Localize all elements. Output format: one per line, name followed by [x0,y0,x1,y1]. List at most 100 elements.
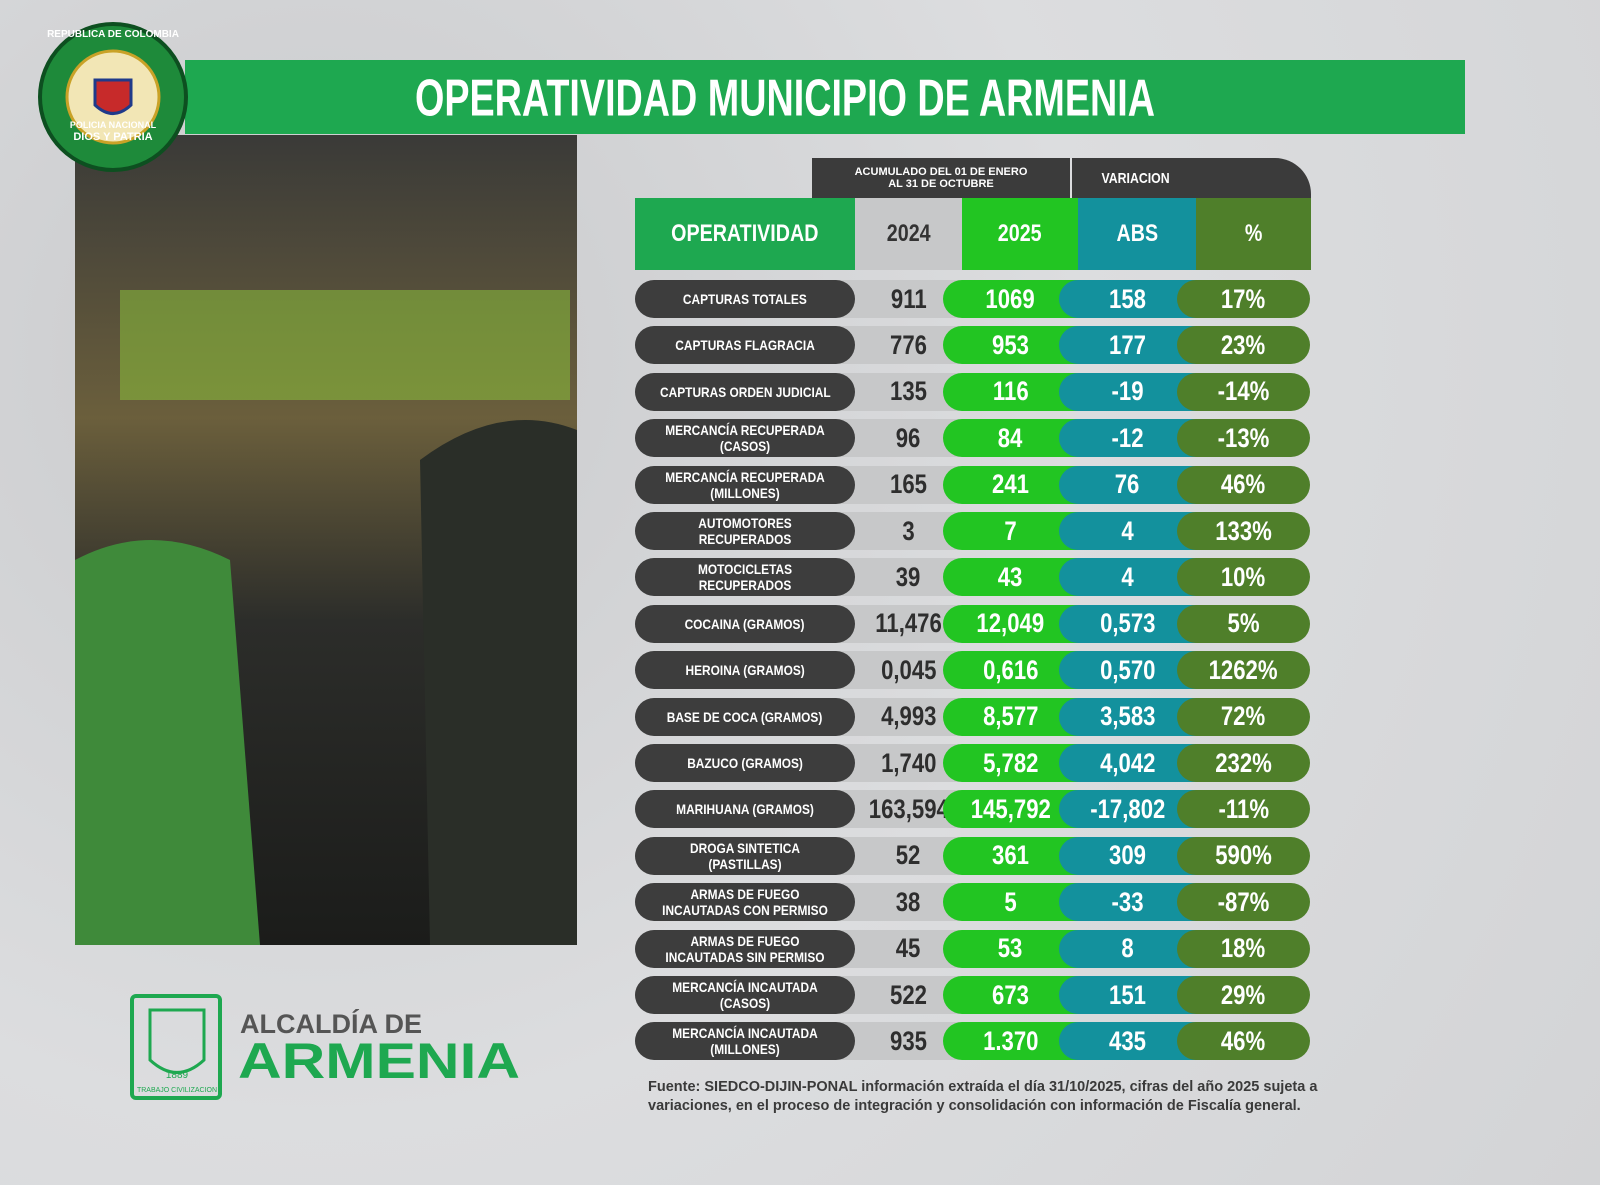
value-2025-text: 84 [998,422,1023,453]
value-abs: 151 [1059,976,1196,1014]
row-label: MARIHUANA (GRAMOS) [635,790,855,829]
period-header: ACUMULADO DEL 01 DE ENERO AL 31 DE OCTUB… [812,158,1070,198]
row-label-text: HEROINA (GRAMOS) [685,662,805,679]
value-2024-text: 45 [896,933,921,964]
value-2024: 776 [836,326,962,365]
value-abs-text: -33 [1111,886,1144,917]
value-2025: 1069 [943,280,1078,318]
table-row: MERCANCÍA INCAUTADA (MILLONES) 935 1.370 43… [635,1022,1311,1061]
value-2025-text: 43 [998,561,1023,592]
table-row: COCAINA (GRAMOS) 11,476 12,049 0,573 5% [635,604,1311,643]
alcaldia-emblem [130,994,222,1100]
row-label-text: COCAINA (GRAMOS) [685,615,805,632]
value-pct-text: -11% [1218,793,1269,824]
value-pct: 5% [1177,604,1310,643]
alcaldia-year: 1889 [166,1070,189,1081]
value-2024-text: 11,476 [875,608,942,639]
value-2024-text: 522 [890,979,927,1010]
value-2025: 361 [943,836,1078,875]
value-abs: -17,802 [1059,790,1196,829]
value-abs-text: 4 [1121,561,1134,592]
value-2025-text: 241 [992,469,1029,500]
value-2025: 8,577 [943,697,1078,736]
value-abs-text: 151 [1109,979,1146,1010]
variation-header-text: VARIACION [1101,169,1170,187]
table-row: CAPTURAS ORDEN JUDICIAL 135 116 -19 -14% [635,372,1311,411]
value-2024-text: 1,740 [880,747,937,778]
value-2024-text: 39 [896,561,921,592]
value-pct: -87% [1177,883,1310,922]
row-label: ARMAS DE FUEGO INCAUTADAS CON PERMISO [635,883,855,922]
photo-officer [420,420,577,945]
value-abs: 309 [1059,836,1196,875]
value-pct-text: 46% [1221,469,1266,500]
table-row: CAPTURAS TOTALES 911 1069 158 17% [635,280,1311,318]
police-name: POLICIA NACIONAL [70,120,157,130]
value-2024: 165 [836,465,962,504]
col-header-text: 2024 [886,220,931,247]
value-2024: 163,594 [836,790,962,829]
value-2024-text: 911 [890,283,927,314]
value-2025-text: 1.370 [982,1025,1039,1056]
title-bar [185,60,1465,134]
value-2025: 0,616 [943,651,1078,690]
value-pct-text: 23% [1221,329,1266,360]
row-label: MERCANCÍA RECUPERADA (MILLONES) [635,465,855,504]
value-pct-text: 46% [1221,1025,1266,1056]
value-pct: 29% [1177,976,1310,1014]
value-abs-text: 4 [1121,515,1134,546]
value-2025-text: 53 [998,933,1023,964]
value-pct-text: 232% [1215,747,1272,778]
value-2024-text: 3 [902,515,915,546]
value-2024: 45 [836,929,962,968]
col-header: 2024 [855,198,962,270]
table-row: BAZUCO (GRAMOS) 1,740 5,782 4,042 232% [635,744,1311,782]
value-pct: 17% [1177,280,1310,318]
row-label-text: BAZUCO (GRAMOS) [687,755,803,771]
value-2025-text: 12,049 [976,608,1045,639]
value-2025-text: 5 [1004,886,1017,917]
value-2024: 3 [836,512,962,550]
value-2024-text: 96 [896,422,921,453]
value-abs-text: 8 [1121,933,1134,964]
value-2025-text: 953 [992,329,1029,360]
value-2025: 7 [943,512,1078,550]
value-abs: 4 [1059,512,1196,550]
col-header-text: % [1244,220,1263,247]
value-2024-text: 776 [890,329,927,360]
value-2024: 135 [836,372,962,411]
value-pct: 46% [1177,465,1310,504]
table-row: MOTOCICLETAS RECUPERADOS 39 43 4 10% [635,558,1311,597]
value-2024-text: 52 [896,840,921,871]
row-label: MOTOCICLETAS RECUPERADOS [635,558,855,597]
col-header: 2025 [962,198,1078,270]
value-2025: 5 [943,883,1078,922]
value-pct: 133% [1177,512,1310,550]
row-label: DROGA SINTETICA (PASTILLAS) [635,836,855,875]
value-2025-text: 673 [992,979,1029,1010]
row-label: CAPTURAS FLAGRACIA [635,326,855,365]
col-header-text: ABS [1116,220,1158,247]
value-pct-text: 133% [1215,515,1272,546]
value-abs-text: 0,570 [1099,654,1156,685]
value-pct: 18% [1177,929,1310,968]
value-abs-text: -19 [1111,376,1144,407]
value-abs: 3,583 [1059,697,1196,736]
value-2024: 4,993 [836,697,962,736]
value-pct-text: 590% [1215,840,1272,871]
value-2025-text: 7 [1004,515,1017,546]
value-2024: 911 [836,280,962,318]
police-motto: DIOS Y PATRIA [73,131,152,143]
value-abs-text: 0,573 [1099,608,1156,639]
value-abs: 4 [1059,558,1196,597]
value-abs-text: -17,802 [1089,793,1166,824]
row-label-text: MOTOCICLETAS RECUPERADOS [697,561,793,594]
police-country: REPUBLICA DE COLOMBIA [47,29,179,40]
table-row: HEROINA (GRAMOS) 0,045 0,616 0,570 1262% [635,651,1311,690]
value-2024-text: 135 [890,376,927,407]
row-label: MERCANCÍA RECUPERADA (CASOS) [635,419,855,458]
row-label-text: CAPTURAS TOTALES [683,291,807,307]
value-2024: 522 [836,976,962,1014]
value-pct-text: 18% [1221,933,1266,964]
